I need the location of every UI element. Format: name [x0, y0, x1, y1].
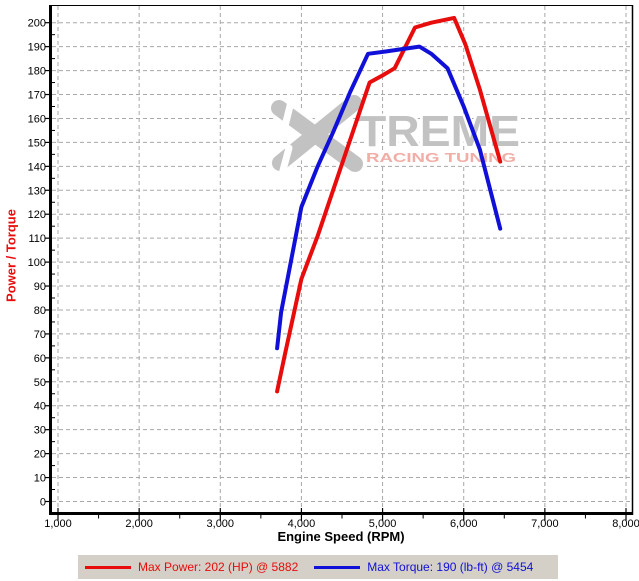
y-tick-label: 40 [34, 401, 46, 413]
y-tick-label: 130 [28, 185, 46, 197]
x-axis-line [49, 512, 633, 515]
y-tick-label: 190 [28, 42, 46, 54]
y-axis-line [49, 5, 52, 515]
torque-series-swatch [314, 565, 361, 569]
power-series-swatch [85, 565, 131, 569]
y-tick-label: 10 [34, 473, 46, 485]
x-axis-title: Engine Speed (RPM) [277, 529, 405, 544]
y-tick-label: 60 [34, 353, 46, 365]
watermark-tagline: RACING TUNING [366, 150, 516, 165]
y-tick-label: 70 [34, 329, 46, 341]
y-tick-label: 120 [28, 209, 46, 221]
watermark-x-stencil-cut [281, 94, 296, 130]
y-tick-label: 150 [28, 137, 46, 149]
legend-power-label: Max Power: 202 (HP) @ 5882 [138, 560, 299, 574]
y-tick-label: 140 [28, 161, 46, 173]
x-tick-label: 5,000 [369, 518, 397, 530]
torque-curve [275, 44, 503, 351]
x-tick-label: 1,000 [44, 518, 72, 530]
y-tick-label: 0 [40, 497, 46, 509]
y-tick-label: 170 [28, 90, 46, 102]
x-tick-label: 3,000 [207, 518, 235, 530]
y-tick-label: 30 [34, 425, 46, 437]
y-tick-label: 90 [34, 281, 46, 293]
y-tick-label: 100 [28, 257, 46, 269]
y-tick-label: 180 [28, 66, 46, 78]
y-tick-label: 20 [34, 449, 46, 461]
y-axis-title: Power / Torque [3, 209, 19, 302]
x-tick-label: 8,000 [612, 518, 639, 530]
y-tick-label: 160 [28, 113, 46, 125]
y-tick-label: 50 [34, 377, 46, 389]
y-tick-label: 110 [28, 233, 46, 245]
x-tick-label: 4,000 [288, 518, 316, 530]
x-tick-label: 2,000 [125, 518, 153, 530]
watermark-x-stencil-cut [278, 144, 293, 178]
legend: Max Power: 202 (HP) @ 5882 Max Torque: 1… [78, 555, 558, 579]
y-tick-label: 80 [34, 305, 46, 317]
power-curve [275, 15, 503, 394]
x-tick-label: 7,000 [531, 518, 559, 530]
legend-torque-label: Max Torque: 190 (lb-ft) @ 5454 [367, 560, 534, 574]
x-tick-label: 6,000 [450, 518, 478, 530]
y-tick-label: 200 [28, 18, 46, 30]
